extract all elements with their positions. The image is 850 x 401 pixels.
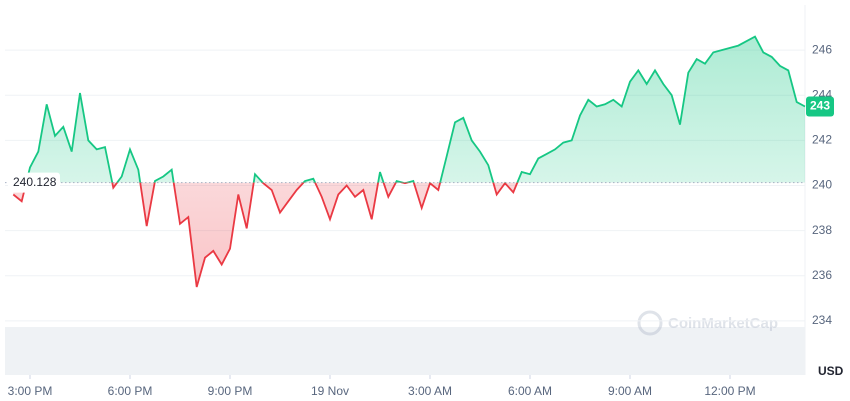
baseline-label: 240.128 [13,175,57,189]
unit-label: USD [818,364,844,378]
x-tick-label: 6:00 PM [108,384,153,398]
y-tick-label: 234 [812,313,832,327]
price-badge [806,96,834,117]
area-up [13,36,805,183]
line-up [25,35,806,183]
x-tick-label: 9:00 PM [208,384,253,398]
x-tick-label: 9:00 AM [608,384,652,398]
baseline-label-bg [8,172,60,193]
x-tick-label: 19 Nov [311,384,349,398]
x-tick-label: 3:00 AM [408,384,452,398]
line-down [12,182,519,288]
watermark: CoinMarketCap [637,310,778,336]
x-tick-label: 3:00 PM [8,384,53,398]
y-tick-label: 236 [812,268,832,282]
watermark-text: CoinMarketCap [668,315,778,332]
volume-area [5,327,805,375]
y-tick-label: 242 [812,133,832,147]
price-label: 243 [810,99,830,113]
y-tick-label: 238 [812,223,832,237]
y-tick-label: 246 [812,42,832,56]
y-tick-label: 240 [812,178,832,192]
x-tick-label: 12:00 PM [704,384,755,398]
x-tick-label: 6:00 AM [508,384,552,398]
